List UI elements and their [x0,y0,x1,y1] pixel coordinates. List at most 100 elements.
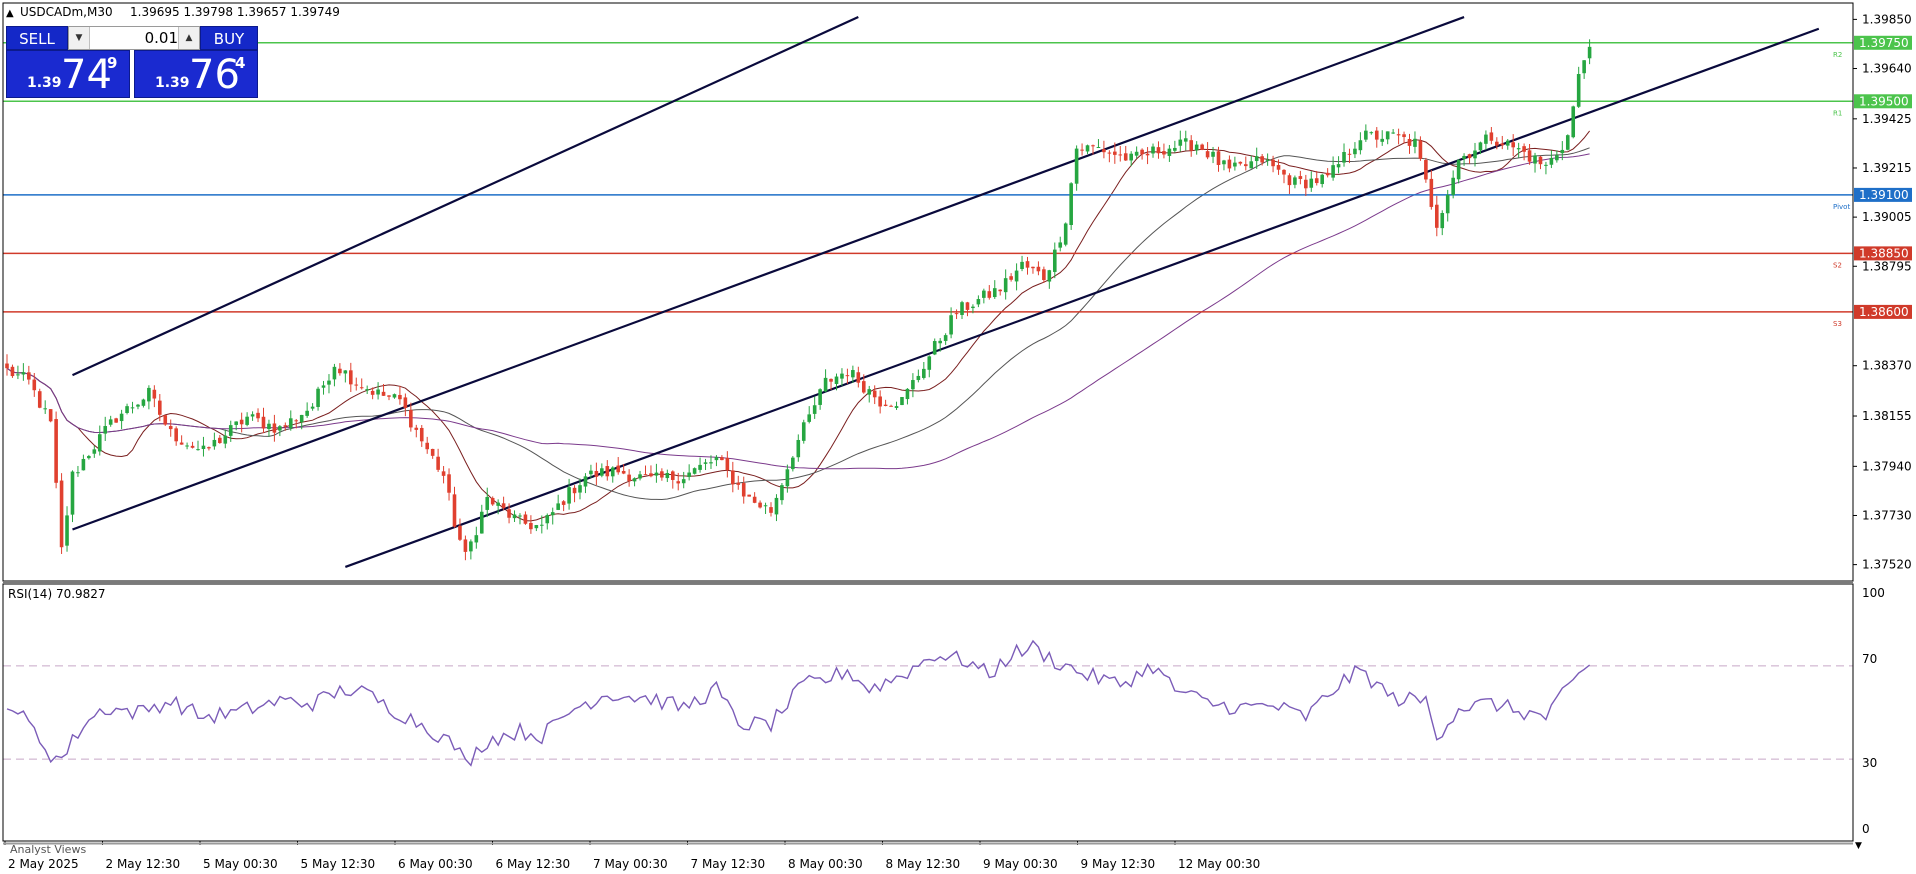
candle [1495,137,1499,150]
volume-decrease-icon[interactable]: ▼ [69,27,90,49]
candle [272,414,277,442]
candle [1074,145,1079,191]
candle [1380,130,1385,146]
candle [932,338,937,356]
candle-body [916,375,921,381]
scroll-down-icon[interactable]: ▼ [1855,841,1862,851]
candle [954,309,959,320]
candle-body [1298,176,1303,179]
candle-body [1151,146,1155,154]
candle-body [654,472,659,476]
bid-price-button[interactable]: 1.39 74 9 [6,50,130,98]
candle-body [501,503,506,509]
rsi-indicator-label: RSI(14) 70.9827 [8,587,106,601]
candle [927,355,932,378]
candle-body [1042,269,1046,280]
candle [512,510,517,522]
candle-body [894,406,899,408]
candle-body [1374,130,1379,140]
buy-button[interactable]: BUY [200,26,258,50]
candle-body [567,487,571,504]
candle-body [943,335,948,341]
candle-body [1113,151,1117,155]
candle-body [561,501,566,505]
candle [5,354,9,376]
candle-body [409,409,413,428]
candle [916,369,921,383]
candle [1396,128,1401,145]
volume-stepper[interactable]: ▼ ▲ [68,26,200,50]
candle-body [747,494,751,497]
volume-increase-icon[interactable]: ▲ [178,27,199,49]
candle-body [1342,152,1346,163]
candle [501,496,506,511]
candle [245,412,249,427]
symbol-menu-icon[interactable]: ▲ [6,8,14,19]
candle [1538,155,1543,170]
candle-body [108,419,113,425]
candle [1042,266,1046,283]
candle [1265,153,1270,166]
candle [1353,142,1357,159]
candle [1587,39,1592,65]
candle-body [1031,266,1035,269]
candle [1282,169,1286,184]
candle [807,406,812,424]
candle-body [398,394,402,400]
candle-body [70,471,75,515]
candle-body [763,505,768,507]
sell-button[interactable]: SELL [6,26,68,50]
x-axis-tick-label: 7 May 12:30 [691,857,766,871]
ask-price-button[interactable]: 1.39 76 4 [134,50,258,98]
candle-body [1505,140,1510,146]
candle-body [1009,276,1013,280]
candle-body [758,502,762,508]
candle [1342,143,1346,167]
candle-body [922,368,926,378]
candle-body [1385,131,1390,140]
candle-body [1516,148,1521,150]
candle [1271,155,1275,173]
candle [971,304,975,314]
candle-body [856,372,861,383]
candle [441,466,446,484]
candle [21,363,26,381]
candle [1036,261,1041,276]
candle-body [359,387,364,389]
candle [878,390,882,414]
candle-body [1233,162,1237,167]
candle [1434,195,1439,237]
candle [1014,263,1019,291]
candle-body [703,462,708,464]
candle-body [1080,149,1084,151]
candle [1140,148,1144,160]
candle [168,419,173,437]
candle [196,440,200,451]
candle-body [512,514,517,519]
candle-body [1336,164,1341,168]
candle [59,473,64,554]
analyst-views-tab[interactable]: Analyst Views [10,843,86,856]
candle-body [1287,175,1292,186]
candle [523,511,528,525]
candle-body [878,396,882,407]
candle [1565,134,1570,151]
candle-body [65,515,69,546]
candle [670,470,675,489]
candle [201,436,206,457]
candle-body [1434,204,1439,228]
candle-body [1118,154,1123,156]
candle-body [447,474,451,493]
volume-input[interactable] [90,28,180,48]
candle [1391,129,1395,134]
candle [179,435,184,445]
candle [1462,153,1466,166]
candle-body [529,522,533,530]
candle [376,382,380,400]
candle [305,402,309,418]
candle [1505,138,1510,150]
ask-price-big: 76 [189,52,240,98]
candle [108,415,113,427]
candle [1293,175,1297,189]
